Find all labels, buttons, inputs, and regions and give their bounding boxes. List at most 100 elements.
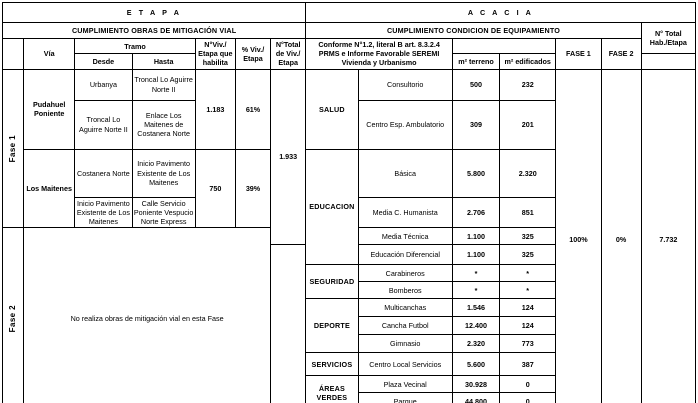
equip-terreno-0-0: 500	[451, 68, 501, 101]
header-total-viv-etapa: N°Total de Viv./ Etapa	[270, 38, 307, 70]
title-acacia: A C A C I A	[305, 2, 696, 23]
header-conforme-norma: Conforme N°1.2, literal B art. 8.3.2.4 P…	[305, 38, 453, 70]
header-fase-corner	[1, 38, 25, 70]
fase2-label-cell: Fase 2	[1, 227, 25, 403]
title-etapa: E T A P A	[1, 2, 307, 23]
table-row: SERVICIOS Centro Local Servicios 5.600 3…	[3, 352, 696, 377]
tramo-hasta-2: Inicio Pavimento Existente de Los Maiten…	[131, 148, 196, 198]
table-row: Inicio Pavimento Existente de Los Maiten…	[3, 196, 696, 229]
via-viv-0: 1.183	[194, 68, 236, 150]
table-row: Parque 44.800 0	[3, 392, 696, 403]
equip-terreno-5-0: 30.928	[451, 375, 501, 394]
equip-item-0-1: Centro Esp. Ambulatorio	[357, 99, 453, 150]
equip-edificados-5-1: 0	[499, 392, 557, 403]
equip-terreno-2-0: *	[451, 264, 501, 283]
total-viv-etapa-value: 1.933	[270, 68, 307, 246]
equip-item-3-2: Gimnasio	[357, 334, 453, 354]
tramo-desde-1: Troncal Lo Aguirre Norte II	[74, 99, 133, 150]
band-mitigacion-vial: CUMPLIMIENTO OBRAS DE MITIGACIÓN VIAL	[1, 22, 307, 39]
equip-terreno-3-0: 1.546	[451, 298, 501, 318]
equip-item-1-1: Media C. Humanista	[357, 196, 453, 229]
equip-terreno-5-1: 44.800	[451, 392, 501, 403]
equip-item-5-1: Parque	[357, 392, 453, 403]
total-viv-etapa-filler	[270, 244, 307, 403]
header-row-top: Vía Tramo N°Viv./ Etapa que habilita % V…	[1, 37, 696, 70]
table-row: Educación Diferencial 1.100 325	[3, 244, 696, 403]
header-pct-viv-etapa: % Viv./ Etapa	[234, 38, 272, 70]
equip-item-3-1: Cancha Futbol	[357, 316, 453, 336]
equip-fase2-value: 0%	[600, 68, 642, 403]
equip-item-2-1: Bomberos	[357, 281, 453, 300]
equip-fase1-value: 100%	[555, 68, 602, 403]
equip-categoria-4: SERVICIOS	[305, 352, 359, 377]
equip-edificados-3-2: 773	[499, 334, 557, 354]
equip-item-3-0: Multicanchas	[357, 298, 453, 318]
tramo-hasta-3: Calle Servicio Poniente Vespucio Norte E…	[131, 196, 196, 229]
via-pct-0: 61%	[234, 68, 272, 150]
tramo-desde-2: Costanera Norte	[74, 148, 133, 198]
table-row: SEGURIDAD Carabineros * *	[3, 264, 696, 300]
via-name-0: Pudahuel Poniente	[23, 68, 76, 150]
header-total-hab-etapa: N° Total Hab./Etapa	[640, 21, 697, 55]
equip-edificados-1-1: 851	[499, 196, 557, 229]
title-row: E T A P A A C A C I A	[1, 2, 696, 23]
equip-terreno-1-1: 2.706	[451, 196, 501, 229]
equip-terreno-3-2: 2.320	[451, 334, 501, 354]
equip-edificados-0-0: 232	[499, 68, 557, 101]
equip-edificados-1-3: 325	[499, 244, 557, 266]
header-desde: Desde	[74, 53, 133, 70]
equip-edificados-1-0: 2.320	[499, 148, 557, 198]
equip-edificados-3-1: 124	[499, 316, 557, 336]
header-fase2: FASE 2	[600, 38, 642, 70]
fase1-label-cell: Fase 1	[1, 68, 25, 229]
table-row: Fase 1 Pudahuel Poniente Urbanya Troncal…	[1, 68, 697, 403]
equip-categoria-5: ÁREAS VERDES	[305, 375, 359, 403]
equip-edificados-1-2: 325	[499, 227, 557, 246]
equip-terreno-2-1: *	[451, 281, 501, 300]
via-viv-1: 750	[194, 148, 236, 229]
via-pct-1: 39%	[234, 148, 272, 229]
equip-edificados-2-1: *	[499, 281, 557, 300]
equip-item-1-0: Básica	[357, 148, 453, 198]
header-viv-etapa-habilita: N°Viv./ Etapa que habilita	[194, 38, 236, 70]
band-row: CUMPLIMIENTO OBRAS DE MITIGACIÓN VIAL CU…	[1, 21, 697, 55]
equip-terreno-1-3: 1.100	[451, 244, 501, 266]
header-row-bottom: Desde Hasta m² terreno m² edificados	[3, 53, 696, 70]
header-superficies-spacer	[451, 37, 557, 55]
via-name-1: Los Maitenes	[23, 148, 76, 229]
equip-terreno-3-1: 12.400	[451, 316, 501, 336]
header-hasta: Hasta	[131, 53, 196, 70]
equip-edificados-0-1: 201	[499, 99, 557, 150]
equip-terreno-0-1: 309	[451, 99, 501, 150]
header-via: Vía	[23, 38, 76, 70]
total-hab-etapa-value: 7.732	[640, 68, 697, 403]
equip-categoria-2: SEGURIDAD	[305, 264, 359, 300]
equip-terreno-4-0: 5.600	[451, 352, 501, 377]
table-row: Los Maitenes Costanera Norte Inicio Pavi…	[3, 148, 696, 266]
table-row: Cancha Futbol 12.400 124	[3, 316, 696, 336]
equip-edificados-4-0: 387	[499, 352, 557, 377]
tramo-hasta-1: Enlace Los Maitenes de Costanera Norte	[131, 99, 196, 150]
equip-categoria-1: EDUCACION	[305, 148, 359, 266]
fase2-note: No realiza obras de mitigación vial en e…	[23, 227, 272, 403]
equip-item-1-3: Educación Diferencial	[357, 244, 453, 266]
tramo-hasta-0: Troncal Lo Aguirre Norte II	[131, 68, 196, 101]
equip-item-1-2: Media Técnica	[357, 227, 453, 246]
equip-edificados-3-0: 124	[499, 298, 557, 318]
tramo-desde-0: Urbanya	[74, 68, 133, 101]
equip-terreno-1-2: 1.100	[451, 227, 501, 246]
header-m2-edificados: m² edificados	[499, 53, 557, 70]
band-condicion-equipamiento: CUMPLIMIENTO CONDICION DE EQUIPAMIENTO	[305, 22, 642, 39]
header-fase1: FASE 1	[555, 38, 602, 70]
equip-item-0-0: Consultorio	[357, 68, 453, 101]
table-row: ÁREAS VERDES Plaza Vecinal 30.928 0	[3, 375, 696, 403]
header-tramo: Tramo	[74, 37, 196, 55]
equip-edificados-2-0: *	[499, 264, 557, 283]
equip-terreno-1-0: 5.800	[451, 148, 501, 198]
tramo-desde-3: Inicio Pavimento Existente de Los Maiten…	[74, 196, 133, 229]
equip-item-2-0: Carabineros	[357, 264, 453, 283]
header-m2-terreno: m² terreno	[451, 53, 501, 70]
equip-categoria-0: SALUD	[305, 68, 359, 150]
